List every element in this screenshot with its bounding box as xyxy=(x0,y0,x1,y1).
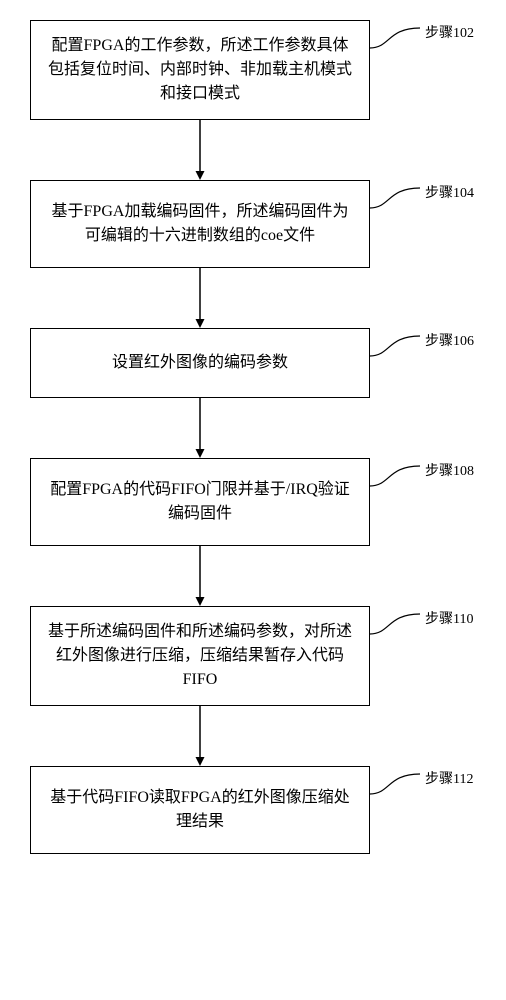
arrow-down xyxy=(30,398,370,458)
flow-box-text: 配置FPGA的工作参数，所述工作参数具体包括复位时间、内部时钟、非加载主机模式和… xyxy=(45,34,355,106)
step-label: 步骤108 xyxy=(425,460,474,480)
step-label: 步骤110 xyxy=(425,608,473,628)
flow-box: 基于所述编码固件和所述编码参数，对所述红外图像进行压缩，压缩结果暂存入代码FIF… xyxy=(30,606,370,706)
flow-step: 基于所述编码固件和所述编码参数，对所述红外图像进行压缩，压缩结果暂存入代码FIF… xyxy=(30,606,470,706)
flow-step: 基于FPGA加载编码固件，所述编码固件为可编辑的十六进制数组的coe文件步骤10… xyxy=(30,180,470,268)
flow-box: 基于FPGA加载编码固件，所述编码固件为可编辑的十六进制数组的coe文件 xyxy=(30,180,370,268)
arrow-down xyxy=(30,120,370,180)
flow-step: 基于代码FIFO读取FPGA的红外图像压缩处理结果 步骤112 xyxy=(30,766,470,854)
flow-box: 基于代码FIFO读取FPGA的红外图像压缩处理结果 xyxy=(30,766,370,854)
step-label: 步骤112 xyxy=(425,768,473,788)
step-label: 步骤102 xyxy=(425,22,474,42)
flow-box-text: 基于FPGA加载编码固件，所述编码固件为可编辑的十六进制数组的coe文件 xyxy=(45,200,355,248)
flow-box-text: 基于代码FIFO读取FPGA的红外图像压缩处理结果 xyxy=(45,786,355,834)
flow-box: 配置FPGA的代码FIFO门限并基于/IRQ验证编码固件 xyxy=(30,458,370,546)
flowchart-container: 配置FPGA的工作参数，所述工作参数具体包括复位时间、内部时钟、非加载主机模式和… xyxy=(30,20,470,854)
arrow-down xyxy=(30,268,370,328)
flow-step: 配置FPGA的代码FIFO门限并基于/IRQ验证编码固件步骤108 xyxy=(30,458,470,546)
step-label: 步骤106 xyxy=(425,330,474,350)
flow-box-text: 基于所述编码固件和所述编码参数，对所述红外图像进行压缩，压缩结果暂存入代码FIF… xyxy=(45,620,355,692)
flow-box: 设置红外图像的编码参数 xyxy=(30,328,370,398)
flow-box-text: 设置红外图像的编码参数 xyxy=(112,351,288,375)
arrow-down xyxy=(30,546,370,606)
flow-step: 配置FPGA的工作参数，所述工作参数具体包括复位时间、内部时钟、非加载主机模式和… xyxy=(30,20,470,120)
flow-step: 设置红外图像的编码参数步骤106 xyxy=(30,328,470,398)
step-label: 步骤104 xyxy=(425,182,474,202)
arrow-down xyxy=(30,706,370,766)
flow-box-text: 配置FPGA的代码FIFO门限并基于/IRQ验证编码固件 xyxy=(45,478,355,526)
flow-box: 配置FPGA的工作参数，所述工作参数具体包括复位时间、内部时钟、非加载主机模式和… xyxy=(30,20,370,120)
